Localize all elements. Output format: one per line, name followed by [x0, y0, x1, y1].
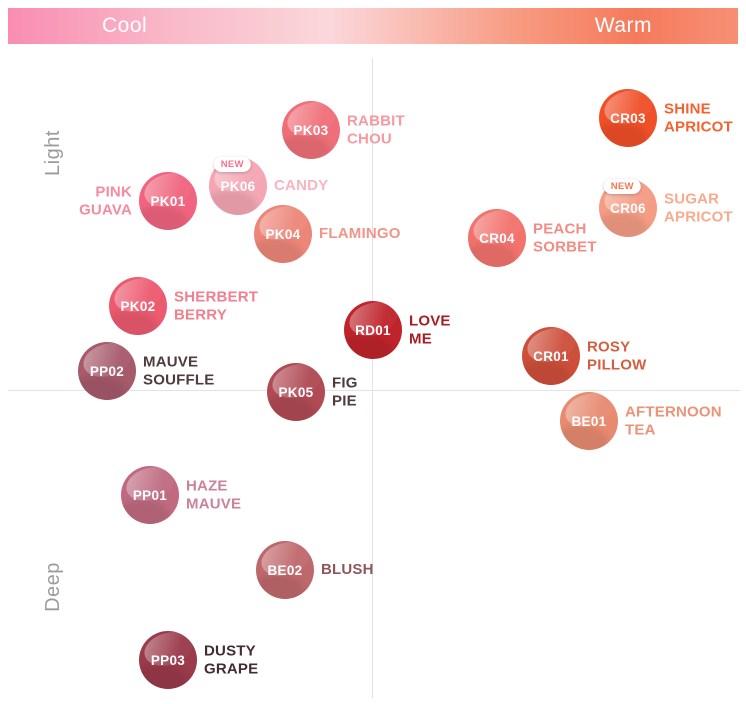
shade-code: PP01	[132, 487, 168, 503]
lipstick-swatch-circle: RD01	[344, 301, 402, 359]
shade-name: SHERBERT BERRY	[174, 288, 259, 323]
cool-axis-label: Cool	[102, 14, 148, 37]
shade-name: PINK GUAVA	[79, 183, 133, 218]
shade-name: MAUVE SOUFFLE	[143, 353, 215, 388]
shade-name: LOVE ME	[409, 312, 451, 347]
shade-code: PK01	[150, 193, 186, 209]
temperature-gradient-bar: Cool Warm	[8, 8, 738, 44]
lipstick-swatch-circle: BE02	[256, 541, 314, 599]
shade-name: FLAMINGO	[319, 225, 401, 243]
horizontal-axis-line	[8, 390, 740, 391]
shade-code: PK05	[278, 384, 314, 400]
lipstick-swatch-circle: PP01	[121, 466, 179, 524]
lipstick-swatch-circle: BE01	[560, 392, 618, 450]
vertical-axis-line	[372, 58, 373, 698]
shade-name: RABBIT CHOU	[347, 112, 405, 147]
shade-name: CANDY	[274, 177, 329, 195]
shade-name: AFTERNOON TEA	[625, 403, 722, 438]
lipstick-swatch-circle: PK01	[139, 172, 197, 230]
shade-code: BE01	[571, 413, 607, 429]
shade-name: SUGAR APRICOT	[664, 190, 733, 225]
shade-code: PK06	[220, 178, 256, 194]
shade-name: SHINE APRICOT	[664, 100, 733, 135]
lipstick-swatch-circle: PP02	[78, 342, 136, 400]
new-badge: NEW	[213, 157, 251, 172]
shade-code: PK02	[120, 298, 156, 314]
deep-axis-label: Deep	[41, 562, 64, 612]
shade-code: PK04	[265, 226, 301, 242]
light-axis-label: Light	[41, 130, 64, 176]
shade-code: CR01	[533, 348, 569, 364]
shade-name: HAZE MAUVE	[186, 477, 242, 512]
shade-code: PP02	[89, 363, 125, 379]
shade-code: RD01	[355, 322, 391, 338]
shade-name: DUSTY GRAPE	[204, 642, 259, 677]
lipstick-swatch-circle: PK04	[254, 205, 312, 263]
new-badge: NEW	[603, 179, 641, 194]
shade-code: CR04	[479, 230, 515, 246]
shade-name: BLUSH	[321, 561, 374, 579]
shade-code: BE02	[267, 562, 303, 578]
lipstick-swatch-circle: PP03	[139, 631, 197, 689]
shade-name: PEACH SORBET	[533, 220, 597, 255]
shade-code: PK03	[293, 122, 329, 138]
shade-code: PP03	[150, 652, 186, 668]
shade-name: ROSY PILLOW	[587, 338, 647, 373]
lipstick-swatch-circle: CR04	[468, 209, 526, 267]
shade-name: FIG PIE	[332, 374, 358, 409]
lipstick-swatch-circle: PK03	[282, 101, 340, 159]
lipstick-swatch-circle: PK02	[109, 277, 167, 335]
lipstick-swatch-circle: CR01	[522, 327, 580, 385]
warm-axis-label: Warm	[594, 14, 652, 37]
lipstick-swatch-circle: PK05	[267, 363, 325, 421]
shade-code: CR03	[610, 110, 646, 126]
shade-code: CR06	[610, 200, 646, 216]
lipstick-swatch-circle: CR03	[599, 89, 657, 147]
